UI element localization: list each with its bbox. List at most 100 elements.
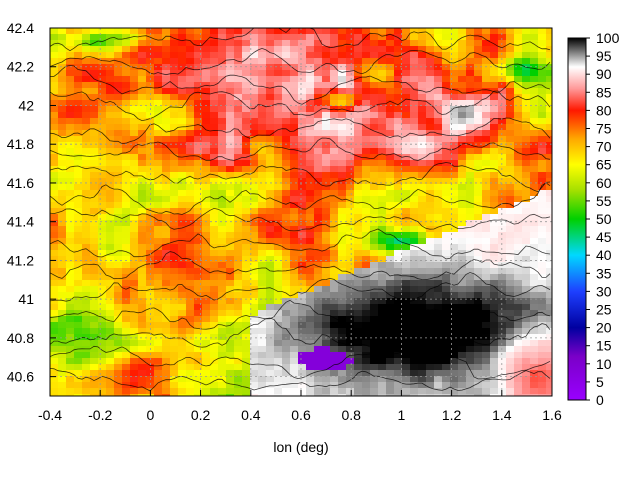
heatmap-cell <box>418 52 427 59</box>
heatmap-cell <box>338 394 347 396</box>
heatmap-cell <box>306 208 315 215</box>
heatmap-cell <box>466 166 475 173</box>
heatmap-cell <box>538 250 547 257</box>
heatmap-cell <box>106 28 115 35</box>
heatmap-cell <box>114 322 123 329</box>
heatmap-cell <box>210 100 219 107</box>
heatmap-cell <box>154 280 163 287</box>
heatmap-cell <box>442 82 451 89</box>
heatmap-cell <box>274 292 283 299</box>
heatmap-cell <box>154 118 163 125</box>
heatmap-cell <box>274 310 283 317</box>
x-axis: -0.4 -0.2 0 0.2 0.4 0.6 0.8 1 1.2 1.4 1.6 <box>38 390 562 423</box>
x-tick-label: 1.6 <box>542 407 562 423</box>
heatmap-cell <box>218 172 227 179</box>
heatmap-cell <box>538 238 547 245</box>
heatmap-cell <box>506 196 515 203</box>
heatmap-cell <box>194 76 203 83</box>
heatmap-cell <box>234 148 243 155</box>
heatmap-cell <box>458 130 467 137</box>
heatmap-cell <box>178 298 187 305</box>
heatmap-cell <box>546 334 552 341</box>
heatmap-cell <box>258 94 267 101</box>
heatmap-cell <box>74 238 83 245</box>
heatmap-cell <box>194 100 203 107</box>
heatmap-cell <box>546 40 552 47</box>
heatmap-cell <box>346 70 355 77</box>
heatmap-cell <box>546 166 552 173</box>
heatmap-cell <box>194 130 203 137</box>
heatmap-cell <box>306 34 315 41</box>
heatmap-cell <box>250 268 259 275</box>
heatmap-cell <box>106 328 115 335</box>
heatmap-cell <box>530 334 539 341</box>
heatmap-cell <box>122 220 131 227</box>
heatmap-cell <box>74 388 83 395</box>
heatmap-cell <box>170 142 179 149</box>
heatmap-cell <box>90 46 99 53</box>
heatmap-cell <box>314 232 323 239</box>
heatmap-cell <box>266 28 275 35</box>
heatmap-cell <box>106 250 115 257</box>
heatmap-cell <box>282 352 291 359</box>
heatmap-cell <box>266 100 275 107</box>
heatmap-cell <box>274 70 283 77</box>
heatmap-cell <box>274 394 283 396</box>
heatmap-cell <box>74 274 83 281</box>
heatmap-cell <box>274 334 283 341</box>
heatmap-cell <box>242 160 251 167</box>
heatmap-cell <box>530 34 539 41</box>
heatmap-cell <box>498 178 507 185</box>
heatmap-cell <box>106 322 115 329</box>
heatmap-cell <box>66 280 75 287</box>
heatmap-cell <box>98 280 107 287</box>
heatmap-cell <box>114 310 123 317</box>
heatmap-cell <box>466 118 475 125</box>
heatmap-cell <box>58 100 67 107</box>
heatmap-cell <box>418 298 427 305</box>
heatmap-cell <box>522 382 531 389</box>
heatmap-cell <box>90 286 99 293</box>
heatmap-cell <box>514 136 523 143</box>
heatmap-cell <box>274 160 283 167</box>
heatmap-cell <box>298 232 307 239</box>
heatmap-cell <box>538 148 547 155</box>
heatmap-cell <box>234 64 243 71</box>
heatmap-cell <box>378 316 387 323</box>
heatmap-cell <box>522 88 531 95</box>
heatmap-cell <box>450 370 459 377</box>
heatmap-cell <box>434 214 443 221</box>
heatmap-cell <box>50 340 59 347</box>
x-tick-label: 1 <box>398 407 406 423</box>
heatmap-cell <box>226 280 235 287</box>
heatmap-cell <box>314 64 323 71</box>
heatmap-cell <box>194 304 203 311</box>
heatmap-cell <box>506 340 515 347</box>
heatmap-cell <box>178 268 187 275</box>
heatmap-cell <box>330 148 339 155</box>
heatmap-cell <box>282 346 291 353</box>
heatmap-cell <box>482 52 491 59</box>
heatmap-cell <box>386 232 395 239</box>
heatmap-cell <box>354 352 363 359</box>
heatmap-cell <box>370 40 379 47</box>
heatmap-cell <box>66 346 75 353</box>
heatmap-cell <box>394 166 403 173</box>
heatmap-cell <box>370 94 379 101</box>
heatmap-cell <box>530 268 539 275</box>
colorbar-tick-label: 75 <box>596 121 612 137</box>
heatmap-cell <box>506 208 515 215</box>
heatmap-cell <box>410 256 419 263</box>
heatmap-cell <box>458 190 467 197</box>
heatmap-cell <box>338 142 347 149</box>
heatmap-cell <box>506 286 515 293</box>
heatmap-cell <box>546 340 552 347</box>
heatmap-cell <box>274 190 283 197</box>
heatmap-cell <box>322 298 331 305</box>
heatmap-cell <box>226 394 235 396</box>
heatmap-cell <box>186 358 195 365</box>
colorbar-tick-label: 80 <box>596 102 612 118</box>
heatmap-cell <box>314 394 323 396</box>
heatmap-cell <box>138 178 147 185</box>
heatmap-cell <box>82 256 91 263</box>
